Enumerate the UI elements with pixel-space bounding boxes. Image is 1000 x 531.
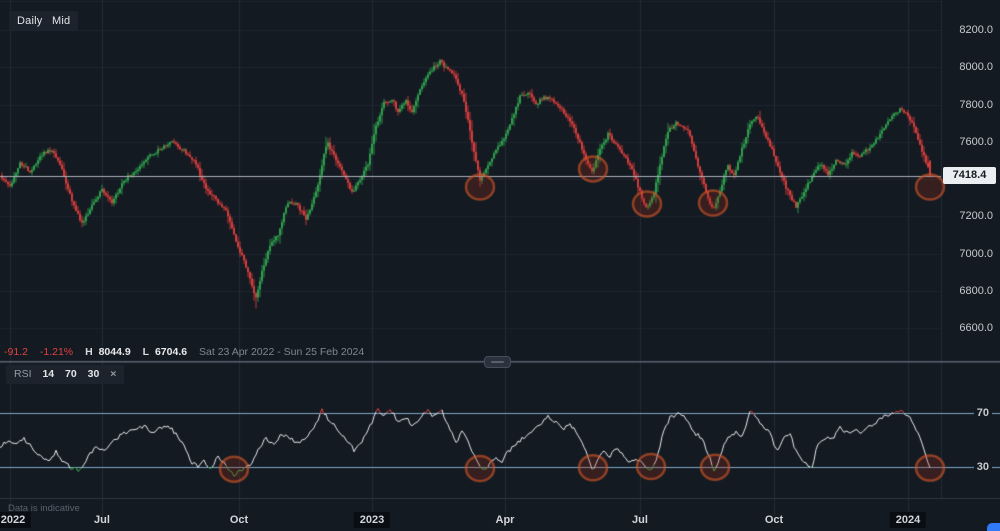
- time-axis-month-label: Jul: [94, 514, 110, 526]
- price-axis-label: 7600.0: [959, 135, 993, 148]
- date-range: Sat 23 Apr 2022 - Sun 25 Feb 2024: [199, 346, 365, 358]
- change-value: -91.2: [4, 346, 28, 358]
- price-axis[interactable]: 8200.0 8000.0 7800.0 7600.0 7200.0 7000.0 6800…: [941, 0, 1000, 498]
- corner-chip-button[interactable]: [987, 523, 1000, 531]
- rsi-close-icon[interactable]: ×: [110, 368, 117, 380]
- interval-button[interactable]: Daily: [9, 11, 51, 31]
- rsi-legend[interactable]: RSI 14 70 30 ×: [6, 365, 125, 384]
- current-price-marker: 7418.4: [943, 167, 996, 185]
- high-value: 8044.9: [98, 346, 131, 358]
- grip-icon: [491, 361, 504, 363]
- low-value: 6704.6: [154, 346, 188, 358]
- price-axis-label: 8000.0: [959, 61, 993, 74]
- time-axis-year-label: 2023: [353, 512, 391, 528]
- time-axis-month-label: Jul: [632, 514, 648, 526]
- time-axis-month-label: Oct: [764, 514, 784, 526]
- price-axis-label: 7800.0: [959, 98, 993, 111]
- rsi-level-label: 30: [973, 460, 992, 473]
- rsi-level-label: 70: [973, 407, 992, 419]
- low-label: L: [142, 346, 150, 358]
- chart-type-button[interactable]: Mid: [44, 11, 79, 31]
- rsi-name: RSI: [14, 368, 32, 380]
- rsi-oversold-setting: 30: [87, 368, 100, 380]
- price-axis-label: 6800.0: [959, 284, 993, 297]
- change-percent: -1.21%: [39, 346, 74, 358]
- time-axis-year-label: 2024: [889, 512, 927, 528]
- time-axis[interactable]: 2022 Jul Oct 2023 Apr Jul Oct 2024: [0, 498, 1000, 531]
- time-axis-month-label: Apr: [495, 514, 515, 526]
- price-axis-label: 8200.0: [959, 24, 993, 36]
- rsi-period: 14: [42, 368, 55, 380]
- price-axis-label: 6600.0: [959, 322, 993, 334]
- price-axis-label: 7200.0: [959, 210, 993, 223]
- high-label: H: [85, 346, 93, 358]
- time-axis-month-label: Oct: [229, 514, 249, 526]
- price-stats-row: -91.2 -1.21% H 8044.9 L 6704.6 Sat 23 Ap…: [4, 346, 373, 358]
- data-indicative-note: Data is indicative: [8, 503, 80, 514]
- time-axis-year-label: 2022: [0, 512, 32, 528]
- rsi-overbought-setting: 70: [65, 368, 77, 380]
- price-axis-label: 7000.0: [959, 247, 993, 260]
- pane-resize-handle[interactable]: [484, 356, 511, 368]
